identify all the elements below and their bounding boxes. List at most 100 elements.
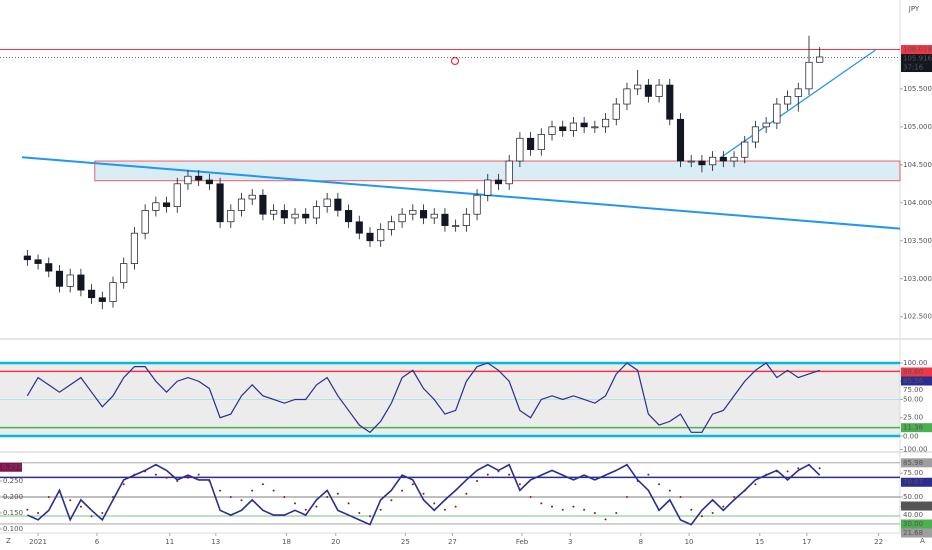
dot: [433, 502, 436, 505]
candle-body: [516, 137, 524, 162]
x-tick-label: 20: [331, 538, 340, 546]
candle-body: [441, 213, 449, 226]
dot: [797, 467, 800, 470]
candle-body: [644, 84, 652, 97]
axis-label: 75.00: [903, 469, 923, 477]
candle-body: [248, 194, 256, 200]
oscillator-line: [26, 362, 820, 434]
candle-body: [66, 274, 74, 287]
candle-body: [687, 160, 695, 163]
candle-body: [45, 263, 53, 272]
candle-body: [580, 122, 588, 128]
toolbar-button[interactable]: A: [920, 537, 925, 545]
dot: [572, 505, 575, 508]
axis-badge: [901, 54, 932, 64]
axis-badge: [0, 462, 22, 472]
candle-body: [291, 213, 299, 219]
x-tick-label: 10: [685, 538, 694, 546]
dot: [411, 483, 414, 486]
dot: [90, 515, 93, 518]
candle-body: [741, 141, 749, 158]
toolbar-button[interactable]: Z: [6, 537, 11, 545]
candle-body: [709, 156, 717, 166]
candle-body: [805, 61, 813, 90]
dot: [658, 483, 661, 486]
y2-tick-label: 0.150: [3, 509, 23, 517]
axis-label: 105.916: [903, 55, 932, 63]
dot: [593, 511, 596, 514]
candle-body: [773, 103, 781, 124]
trendline: [21, 156, 901, 230]
candle-body: [751, 126, 760, 143]
candle-body: [345, 210, 353, 223]
x-tick-label: 22: [874, 538, 883, 546]
y2-tick-label: 0.200: [3, 493, 23, 501]
candle-body: [141, 210, 149, 234]
dot: [154, 473, 157, 476]
candle-body: [173, 183, 181, 207]
dot: [240, 499, 243, 502]
axis-label: 88.60: [903, 368, 923, 376]
dot: [165, 476, 168, 479]
candle-body: [591, 126, 599, 129]
candle-body: [227, 210, 235, 223]
dot: [711, 511, 714, 514]
candle-body: [494, 179, 503, 185]
dot: [529, 495, 532, 498]
candle-body: [559, 126, 567, 131]
candle-body: [548, 126, 556, 135]
axis-label: 50.00: [903, 502, 923, 510]
dot: [604, 518, 607, 521]
axis-label: 70.67: [903, 478, 923, 486]
candle-body: [23, 255, 31, 261]
candle-body: [195, 175, 203, 181]
candle-body: [77, 274, 85, 291]
candle-body: [794, 88, 802, 97]
dot: [786, 470, 789, 473]
axis-badge: [901, 367, 932, 377]
dot: [272, 489, 275, 492]
candle-body: [387, 221, 395, 230]
dot: [679, 495, 682, 498]
dot: [733, 495, 736, 498]
candle-body: [120, 263, 128, 283]
trendline: [719, 49, 876, 159]
axis-badge: [901, 528, 932, 538]
dot: [508, 473, 511, 476]
x-tick-label: 8: [639, 538, 643, 546]
candle-body: [698, 160, 706, 166]
candle-body: [302, 213, 310, 219]
dot: [251, 489, 254, 492]
axis-label: 50.00: [903, 493, 923, 501]
dot: [454, 505, 457, 508]
axis-badge: [901, 45, 932, 55]
candle-body: [676, 118, 685, 162]
candle-body: [259, 194, 267, 215]
candle-body: [398, 213, 406, 223]
dot: [186, 476, 189, 479]
x-tick-label: 25: [401, 538, 410, 546]
dot: [294, 502, 297, 505]
dot: [647, 473, 650, 476]
dot: [625, 495, 628, 498]
axis-badge: [901, 501, 932, 511]
axis-label: 100.00: [903, 359, 928, 367]
candle-body: [55, 270, 64, 287]
candle-body: [130, 232, 138, 264]
dot: [26, 508, 29, 511]
dot: [690, 508, 693, 511]
axis-label: 105.000: [903, 123, 932, 131]
oscillator-line: [27, 463, 821, 526]
dot: [283, 495, 286, 498]
dot: [722, 505, 725, 508]
dot: [540, 502, 543, 505]
x-tick-label: 13: [211, 538, 220, 546]
candle-body: [409, 210, 417, 215]
candle-body: [719, 156, 727, 162]
axis-label: 50.00: [903, 395, 923, 403]
dot: [197, 473, 200, 476]
x-tick-label: 3: [568, 538, 572, 546]
candle-body: [484, 179, 492, 196]
